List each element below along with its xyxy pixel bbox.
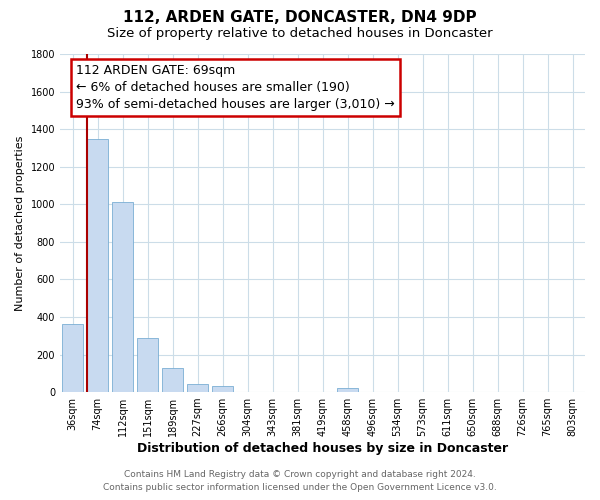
- Bar: [162, 368, 183, 392]
- Text: Contains HM Land Registry data © Crown copyright and database right 2024.
Contai: Contains HM Land Registry data © Crown c…: [103, 470, 497, 492]
- Text: 112, ARDEN GATE, DONCASTER, DN4 9DP: 112, ARDEN GATE, DONCASTER, DN4 9DP: [123, 10, 477, 25]
- Bar: [187, 384, 208, 392]
- Text: 112 ARDEN GATE: 69sqm
← 6% of detached houses are smaller (190)
93% of semi-deta: 112 ARDEN GATE: 69sqm ← 6% of detached h…: [76, 64, 395, 111]
- Bar: [62, 324, 83, 392]
- Bar: [112, 202, 133, 392]
- Bar: [212, 386, 233, 392]
- Bar: [137, 338, 158, 392]
- Bar: [87, 138, 108, 392]
- Text: Size of property relative to detached houses in Doncaster: Size of property relative to detached ho…: [107, 28, 493, 40]
- Bar: [337, 388, 358, 392]
- X-axis label: Distribution of detached houses by size in Doncaster: Distribution of detached houses by size …: [137, 442, 508, 455]
- Y-axis label: Number of detached properties: Number of detached properties: [15, 136, 25, 310]
